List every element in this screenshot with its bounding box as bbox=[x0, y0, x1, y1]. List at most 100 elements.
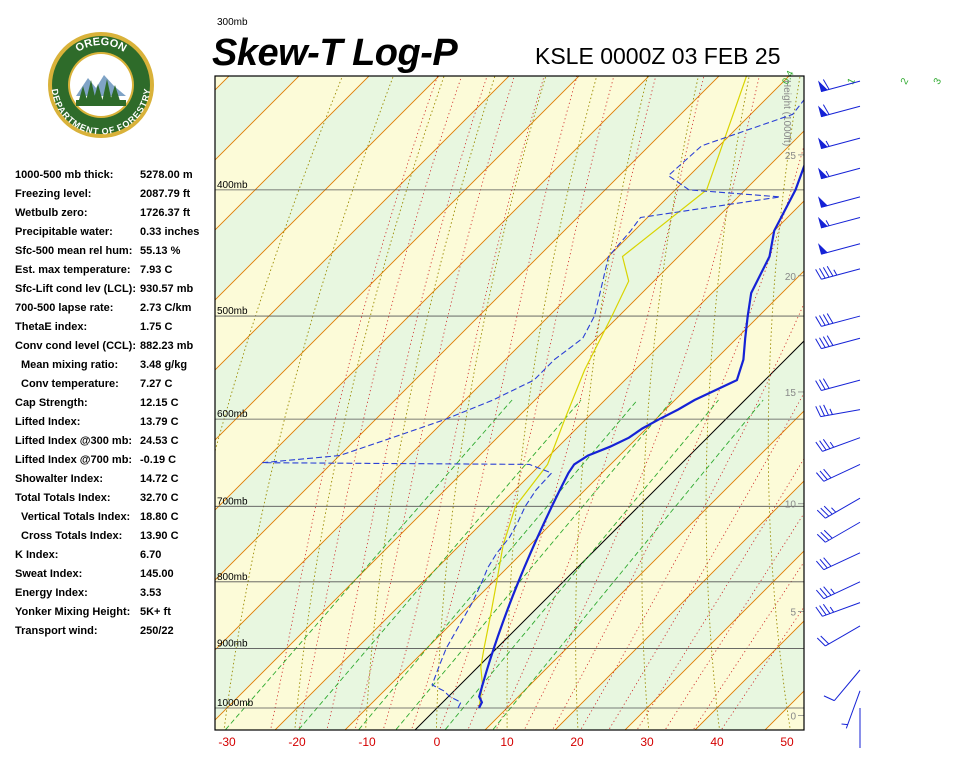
isotherm bbox=[484, 410, 804, 730]
index-label: Sfc-Lift cond lev (LCL): bbox=[15, 283, 136, 295]
index-label: Vertical Totals Index: bbox=[21, 511, 131, 523]
wind-barb-staff bbox=[825, 521, 861, 543]
wind-barb-flag bbox=[820, 635, 830, 645]
moist-adiabat bbox=[580, 302, 804, 730]
wind-barb bbox=[841, 690, 861, 729]
wind-barb bbox=[815, 581, 861, 600]
wind-barb bbox=[815, 335, 861, 350]
index-label: Cross Totals Index: bbox=[21, 530, 123, 542]
wind-barb-flag bbox=[819, 315, 826, 326]
index-value: 1726.37 ft bbox=[140, 207, 191, 219]
temperature-profile-line bbox=[478, 163, 804, 709]
oregon-forestry-logo: OREGON DEPARTMENT OF FORESTRY bbox=[48, 32, 154, 138]
dry-adiabat-lines bbox=[215, 67, 863, 735]
wind-barb-pennant bbox=[818, 196, 828, 208]
index-label: Sfc-500 mean rel hum: bbox=[15, 245, 133, 257]
index-value: 5278.00 m bbox=[140, 169, 193, 181]
index-row: Showalter Index: 14.72 C bbox=[15, 473, 215, 492]
index-row: Transport wind: 250/22 bbox=[15, 625, 215, 644]
wind-barb-flag bbox=[815, 589, 825, 600]
index-row: Freezing level: 2087.79 ft bbox=[15, 188, 215, 207]
index-label: Energy Index: bbox=[15, 587, 88, 599]
index-label: Total Totals Index: bbox=[15, 492, 111, 504]
parcel-profile-line bbox=[478, 76, 748, 709]
pressure-label: 800mb bbox=[217, 572, 248, 583]
index-value: 13.79 C bbox=[140, 416, 179, 428]
wind-barb bbox=[816, 497, 861, 519]
index-row: 1000-500 mb thick: 5278.00 m bbox=[15, 169, 215, 188]
moist-adiabat-lines bbox=[270, 76, 804, 730]
wind-barb-half-flag bbox=[833, 269, 838, 276]
x-tick-label: 10 bbox=[500, 735, 514, 749]
moist-adiabat bbox=[439, 76, 615, 730]
mixing-ratio-line bbox=[395, 399, 673, 730]
wind-barb-staff bbox=[825, 497, 861, 519]
wind-barb bbox=[815, 437, 861, 452]
index-label: Mean mixing ratio: bbox=[21, 359, 119, 371]
wind-barb-staff bbox=[823, 581, 861, 600]
wind-barb bbox=[816, 625, 861, 647]
index-label: ThetaE index: bbox=[15, 321, 88, 333]
index-row: 700-500 lapse rate: 2.73 C/km bbox=[15, 302, 215, 321]
index-row: Energy Index: 3.53 bbox=[15, 587, 215, 606]
index-row: Sfc-500 mean rel hum: 55.13 % bbox=[15, 245, 215, 264]
wind-barb-flag bbox=[815, 472, 825, 482]
wind-barb-flag bbox=[823, 468, 832, 479]
wind-barb bbox=[818, 167, 861, 180]
wind-barb-flag bbox=[822, 439, 831, 449]
moist-adiabat bbox=[354, 76, 515, 730]
moist-adiabat bbox=[692, 561, 804, 730]
station-time-label: KSLE 0000Z 03 FEB 25 bbox=[535, 43, 781, 69]
x-tick-label: 30 bbox=[640, 735, 654, 749]
pressure-label: 900mb bbox=[217, 638, 248, 649]
isotherm bbox=[215, 76, 440, 301]
index-label: Wetbulb zero: bbox=[15, 207, 88, 219]
dry-adiabat bbox=[294, 76, 445, 730]
index-label: Sweat Index: bbox=[15, 568, 83, 580]
wind-barb-staff bbox=[821, 243, 861, 255]
x-tick-label: 40 bbox=[710, 735, 724, 749]
wind-barb bbox=[815, 602, 861, 617]
x-tick-label: -10 bbox=[358, 735, 376, 749]
wind-barb-flag bbox=[822, 603, 831, 614]
wind-barb-flag bbox=[815, 441, 823, 452]
wind-barb-flag bbox=[815, 380, 822, 391]
dry-adiabat bbox=[767, 76, 801, 730]
wind-barb-staff bbox=[821, 196, 861, 208]
wind-barb-flag bbox=[819, 605, 827, 616]
dry-adiabat bbox=[435, 76, 547, 730]
index-label: 700-500 lapse rate: bbox=[15, 302, 114, 314]
wind-barb-flag bbox=[819, 268, 826, 279]
index-row: Est. max temperature: 7.93 C bbox=[15, 264, 215, 283]
wind-barb-flag bbox=[815, 406, 822, 417]
index-value: 0.33 inches bbox=[140, 226, 200, 238]
index-value: 5K+ ft bbox=[140, 606, 171, 618]
plot-frame bbox=[214, 75, 805, 731]
moist-adiabat bbox=[298, 76, 463, 730]
isotherm bbox=[829, 59, 960, 736]
mixing-ratio-line bbox=[297, 399, 582, 730]
wind-barb-staff bbox=[821, 137, 861, 149]
page-title: Skew-T Log-P bbox=[212, 32, 458, 74]
wind-barb bbox=[818, 196, 861, 208]
wind-barb-staff bbox=[821, 216, 861, 229]
wind-barb bbox=[816, 521, 861, 543]
dry-adiabat bbox=[829, 67, 863, 735]
wind-barb-flag bbox=[819, 379, 826, 390]
wind-barb bbox=[818, 79, 861, 92]
wind-barb-flag bbox=[819, 470, 828, 480]
index-value: 7.27 C bbox=[140, 378, 173, 390]
wind-barb-flag bbox=[826, 313, 834, 324]
wind-barb-staff bbox=[823, 552, 861, 571]
index-value: 6.70 bbox=[140, 549, 162, 561]
wind-barb-flag bbox=[823, 505, 833, 515]
index-value: 145.00 bbox=[140, 568, 174, 580]
height-tick-label: 25 bbox=[785, 151, 797, 162]
isotherm bbox=[215, 76, 510, 371]
height-tick-label: 20 bbox=[785, 272, 797, 283]
pressure-label: 1000mb bbox=[217, 698, 254, 709]
x-tick-label: -30 bbox=[218, 735, 236, 749]
index-row: Wetbulb zero: 1726.37 ft bbox=[15, 207, 215, 226]
wind-barb-staff bbox=[821, 337, 861, 350]
wind-barb-flag bbox=[815, 560, 825, 571]
